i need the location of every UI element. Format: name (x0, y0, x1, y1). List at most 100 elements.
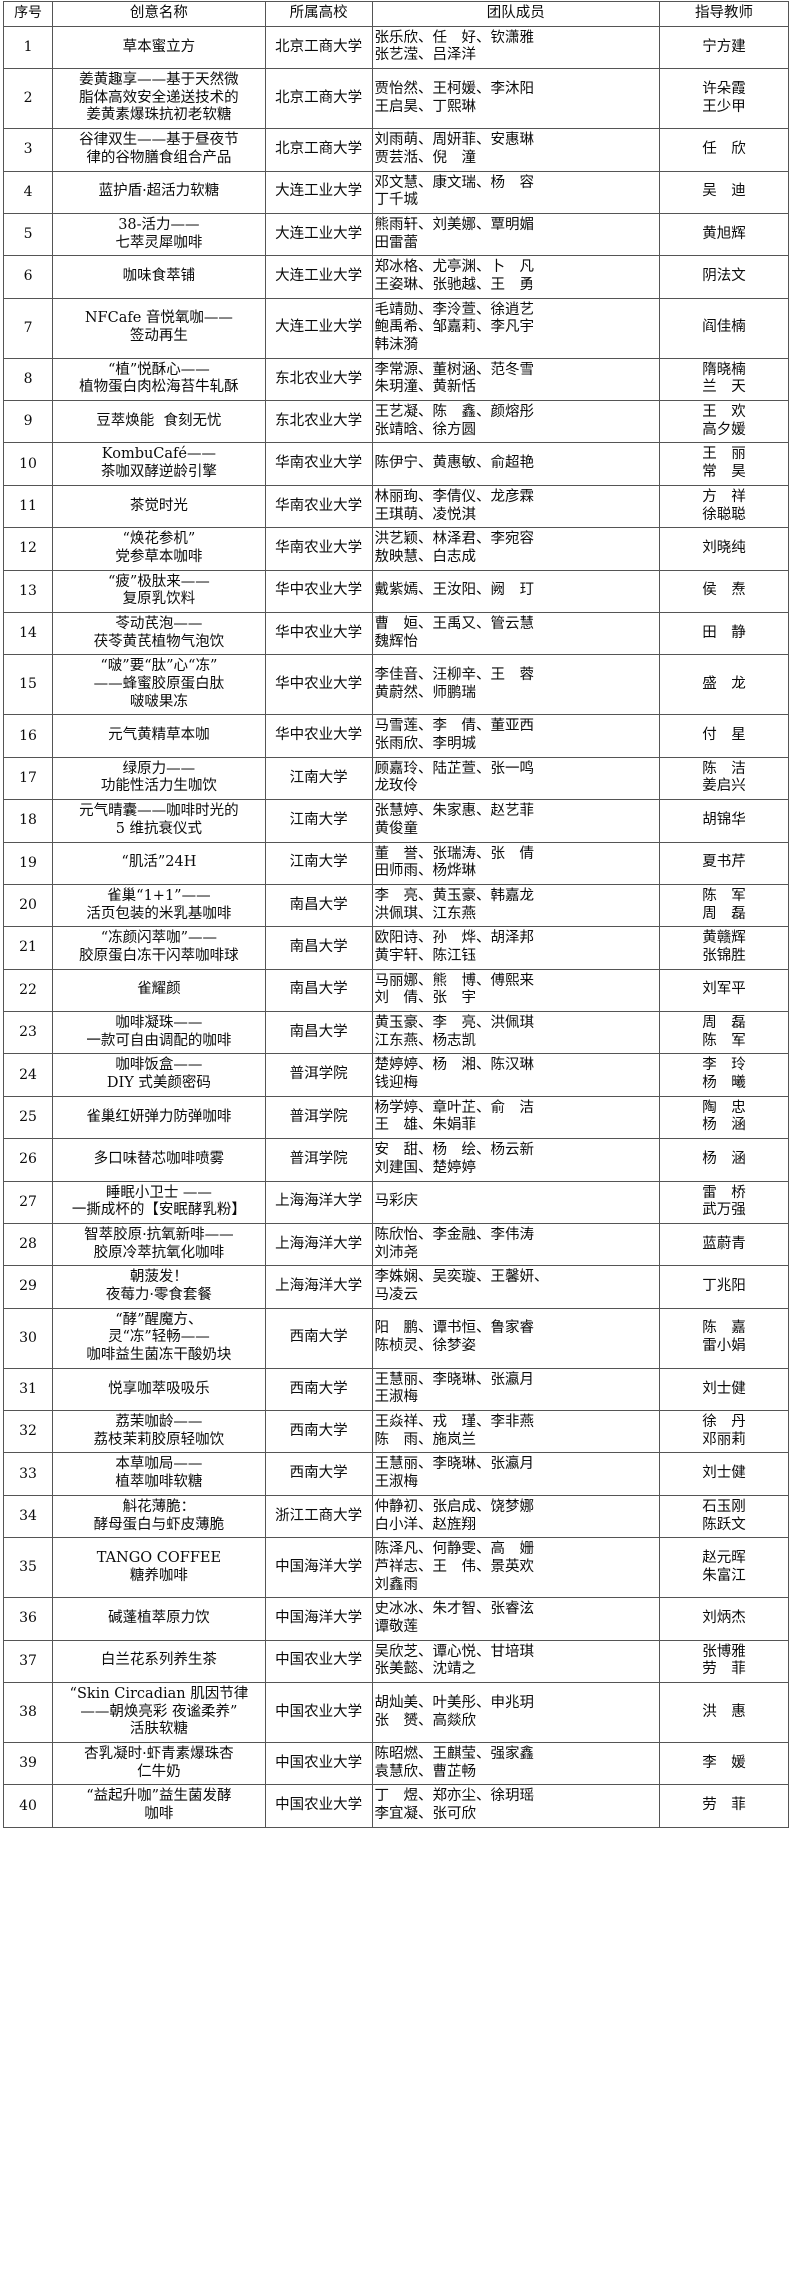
cell-tutor: 黄赣辉 张锦胜 (658, 926, 790, 970)
cell-index: 14 (2, 611, 54, 656)
cell-line: 张靖晗、徐方圆 (374, 421, 477, 438)
cell-line: 袁慧欣、曹芷畅 (374, 1763, 477, 1780)
cell-line: 1 (23, 38, 33, 55)
cell-line: 胡锦华 (702, 811, 746, 828)
cell-tutor: 陈 洁姜启兴 (658, 756, 790, 801)
cell-tutor: 洪 惠 (658, 1681, 790, 1744)
cell-line: 林丽珣、李倩仪、龙彦霖 (374, 488, 535, 505)
cell-tutor: 陈 嘉雷小娟 (658, 1307, 790, 1369)
cell-team: 马丽娜、熊 博、傅熙来刘 倩、张 宇 (371, 968, 660, 1013)
cell-line: 敖映慧、白志成 (374, 548, 477, 565)
cell-index: 34 (2, 1494, 54, 1539)
cell-line: 赵元晖 (702, 1550, 746, 1567)
cell-tutor: 劳 菲 (658, 1784, 790, 1828)
cell-name: 睡眠小卫士 —— 一撕成杯的【安眠酵乳粉】 (52, 1180, 266, 1224)
cell-line: 邓文慧、康文瑞、杨 容 (374, 174, 535, 191)
cell-line: 洪 惠 (702, 1703, 746, 1720)
table-row: 6 咖味食萃铺 大连工业大学 郑冰格、尤亭渊、卜 凡王姿琳、张驰越、王 勇 阴法文 (2, 255, 790, 299)
cell-line: 27 (19, 1193, 37, 1210)
cell-line: 付 星 (702, 727, 746, 744)
cell-index: 1 (2, 25, 54, 70)
cell-line: 12 (19, 540, 37, 557)
cell-name: “啵”要“肽”心“冻” ——蜂蜜胶原蛋白肽 啵啵果冻 (52, 654, 266, 716)
cell-tutor: 杨 涵 (658, 1138, 790, 1182)
cell-line: 李常源、董树涵、范冬雪 (374, 361, 535, 378)
cell-name: 蓝护盾·超活力软糖 (52, 170, 266, 214)
table-row: 25 雀巢红妍弹力防弹咖啡 普洱学院 杨学婷、章叶芷、俞 洁王 雄、朱娟菲陶 忠杨 涵 (2, 1095, 790, 1140)
cell-line: 陈伊宁、黄惠敏、俞超艳 (374, 455, 535, 472)
cell-line: 张博雅 (702, 1643, 746, 1660)
cell-university: 普洱学院 (264, 1053, 373, 1097)
cell-line: 糖养咖啡 (129, 1567, 188, 1584)
cell-line: 阴法文 (702, 268, 746, 285)
cell-index: 37 (2, 1639, 54, 1684)
cell-line: 复原乳饮料 (122, 591, 196, 608)
cell-line: 刘 倩、张 宇 (374, 990, 477, 1007)
cell-line: 律的谷物膳食组合产品 (86, 149, 232, 166)
cell-tutor: 许朵霞 王少甲 (658, 68, 790, 130)
cell-line: 荔枝茉莉胶原轻咖饮 (93, 1431, 225, 1448)
cell-line: 刘鑫雨 (374, 1576, 419, 1593)
cell-line: 7 (23, 319, 33, 336)
cell-line: 张乐欣、任 好、钦潇雅 (374, 29, 535, 46)
cell-team: 刘雨萌、周妍菲、安惠琳 贾芸湉、倪 潼 (371, 128, 660, 172)
cell-index: 28 (2, 1222, 54, 1267)
cell-line: 姜启兴 (702, 778, 746, 795)
cell-line: 脂体高效安全递送技术的 (79, 89, 239, 106)
cell-university: 江南大学 (264, 841, 373, 885)
cell-line: 华南农业大学 (275, 497, 363, 514)
cell-line: 武万强 (702, 1202, 746, 1219)
cell-line: KombuCafé—— (101, 446, 216, 463)
cell-name: “肌活”24H (52, 841, 266, 885)
cell-name: 荔茉咖龄—— 荔枝茉莉胶原轻咖饮 (52, 1410, 266, 1454)
cell-team: 邓文慧、康文瑞、杨 容丁千城 (371, 170, 660, 214)
table-row: 35 TANGO COFFEE 糖养咖啡 中国海洋大学 陈泽凡、何静雯、高 姗芦祥志、王… (2, 1537, 790, 1599)
cell-tutor: 陶 忠杨 涵 (658, 1095, 790, 1140)
cell-line: “焕花参机” (122, 531, 196, 548)
cell-index: 21 (2, 926, 54, 970)
cell-line: 李 玲 (702, 1057, 746, 1074)
cell-university: 华南农业大学 (264, 527, 373, 571)
cell-line: 王 丽 (702, 446, 746, 463)
cell-line: 西南大学 (289, 1422, 348, 1439)
cell-university: 中国农业大学 (264, 1784, 373, 1828)
cell-name: 元气晴囊——咖啡时光的 5 维抗衰仪式 (52, 799, 266, 843)
cell-index: 24 (2, 1053, 54, 1097)
cell-line: 李姝娴、吴奕璇、王馨妍、 (374, 1269, 549, 1286)
cell-line: 张 赟、高燚欣 (374, 1712, 477, 1729)
cell-university: 华中农业大学 (264, 654, 373, 716)
cell-line: 丁兆阳 (702, 1278, 746, 1295)
cell-line: 南昌大学 (289, 896, 348, 913)
cell-university: 西南大学 (264, 1410, 373, 1454)
cell-tutor: 蓝蔚青 (658, 1222, 790, 1267)
table-row: 36 碱蓬植萃原力饮 中国海洋大学 史冰冰、朱才智、张睿泫 谭敬莲 刘炳杰 (2, 1597, 790, 1641)
cell-tutor: 刘士健 (658, 1452, 790, 1496)
cell-index: 20 (2, 883, 54, 928)
cell-university: 南昌大学 (264, 968, 373, 1013)
cell-university: 北京工商大学 (264, 68, 373, 130)
cell-team: 毛靖勋、李泠萱、徐逍艺 鲍禹希、邹嘉莉、李凡宇 韩沫漪 (371, 297, 660, 359)
cell-line: 张雨欣、李明城 (374, 736, 477, 753)
table-row: 33 本草咖局—— 植萃咖啡软糖 西南大学 王慧丽、李晓琳、张瀛月 王淑梅 刘士健 (2, 1452, 790, 1496)
cell-line: 悦享咖萃吸吸乐 (108, 1380, 210, 1397)
cell-team: 李佳音、汪柳辛、王 蓉黄蔚然、师鹏瑞 (371, 654, 660, 716)
cell-line: 张慧婷、朱家惠、赵艺菲 (374, 803, 535, 820)
cell-line: “益起升咖”益生菌发酵 (86, 1788, 232, 1805)
cell-name: 谷律双生——基于昼夜节 律的谷物膳食组合产品 (52, 128, 266, 172)
cell-line: 马彩庆 (374, 1193, 419, 1210)
cell-name: 苓动芪泡—— 茯苓黄芪植物气泡饮 (52, 611, 266, 656)
cell-university: 北京工商大学 (264, 25, 373, 70)
cell-line: 29 (19, 1278, 37, 1295)
cell-line: “Skin Circadian 肌因节律 (69, 1686, 249, 1702)
table-row: 15 “啵”要“肽”心“冻” ——蜂蜜胶原蛋白肽 啵啵果冻 华中农业大学 李佳音、汪柳辛、… (2, 654, 790, 716)
cell-line: 26 (19, 1151, 37, 1168)
table-row: 22 雀耀颜 南昌大学 马丽娜、熊 博、傅熙来刘 倩、张 宇 刘军平 (2, 968, 790, 1013)
table-row: 29 朝菠发！ 夜莓力·零食套餐 上海海洋大学 李姝娴、吴奕璇、王馨妍、 马凌云 丁兆阳 (2, 1265, 790, 1309)
cell-tutor: 任 欣 (658, 128, 790, 172)
cell-tutor: 刘晓纯 (658, 527, 790, 571)
cell-line: 陈昭燃、王麒莹、强家鑫 (374, 1746, 535, 1763)
cell-line: 西南大学 (289, 1465, 348, 1482)
table-header: 序号 创意名称 所属高校 团队成员 指导教师 (2, 1, 790, 27)
cell-university: 华中农业大学 (264, 714, 373, 758)
cell-line: 睡眠小卫士 —— (105, 1184, 212, 1201)
